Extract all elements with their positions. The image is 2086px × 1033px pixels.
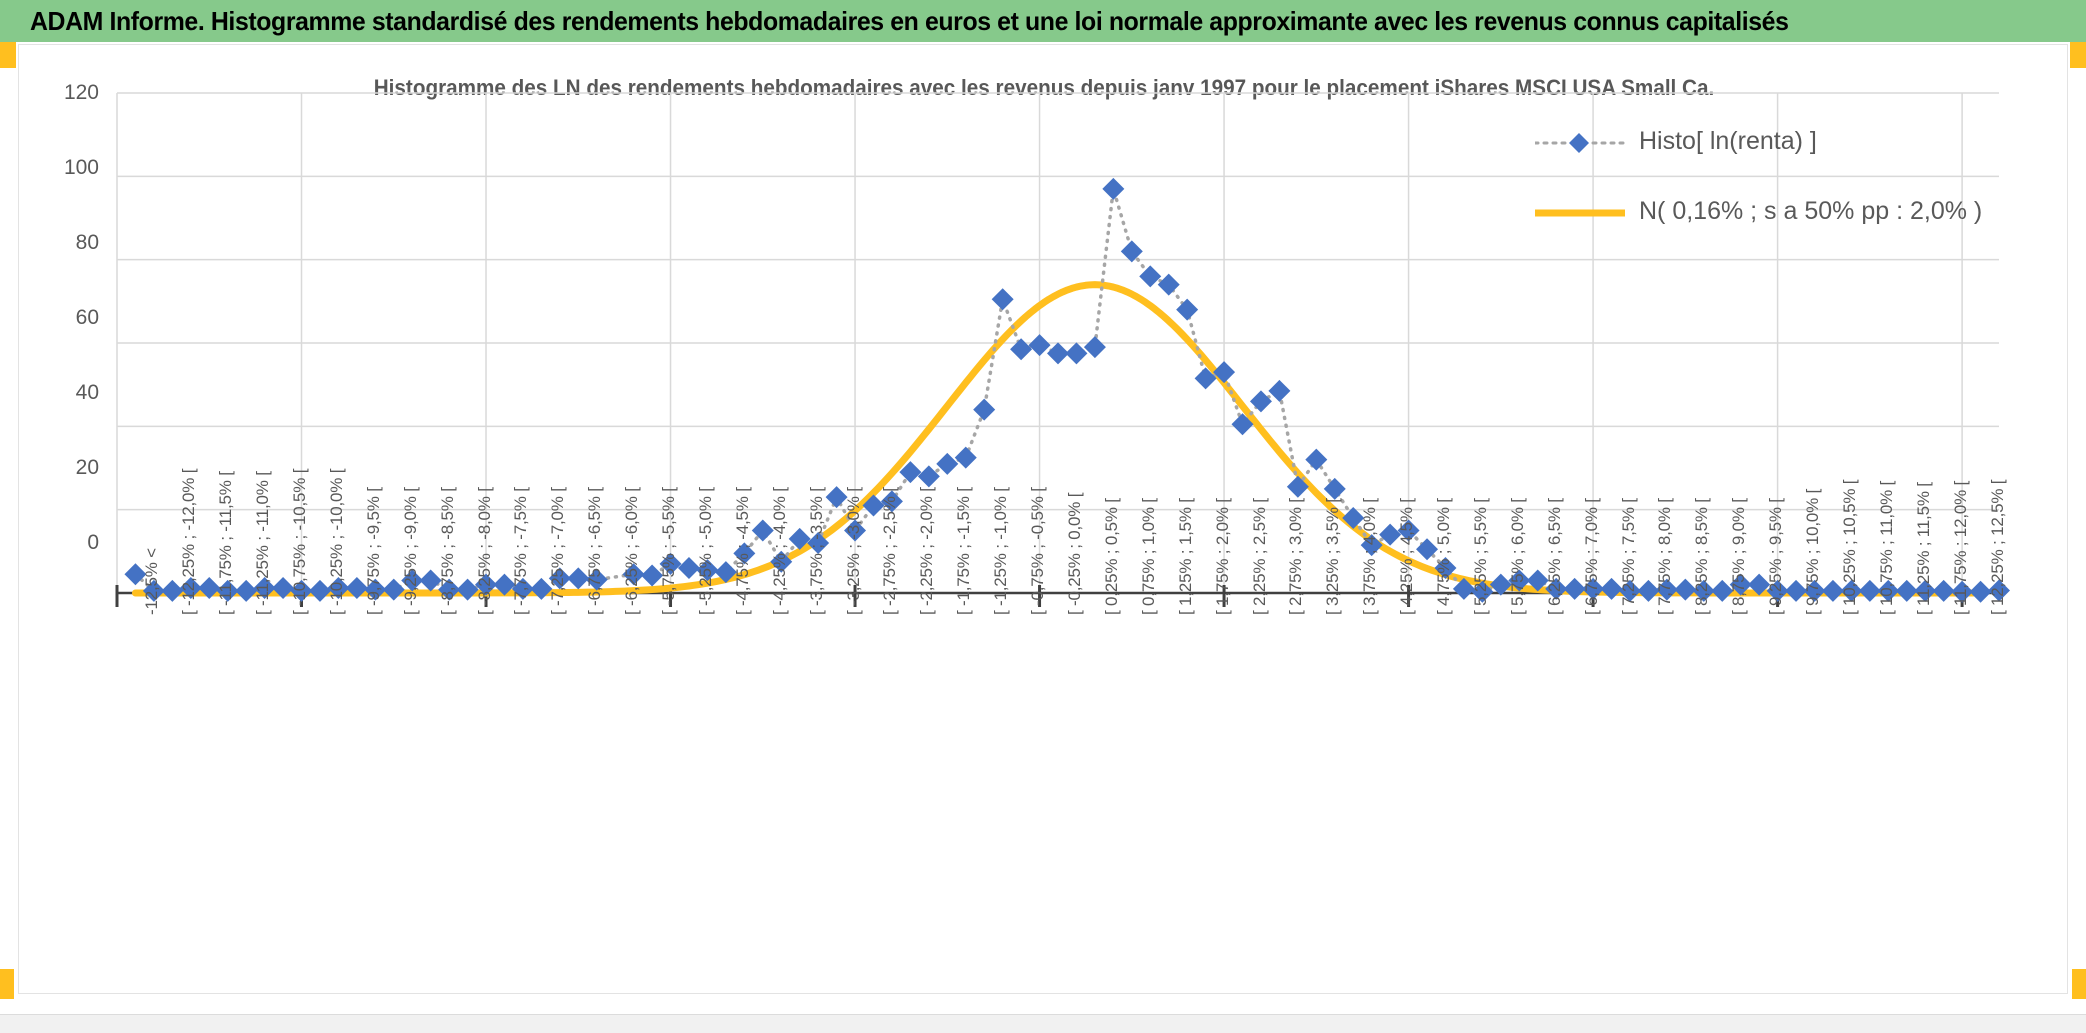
x-tick-label: [ 4,75% ; 5,0% [ [1434, 498, 1454, 615]
y-tick-100: 100 [63, 156, 99, 179]
x-tick-label: [ 10,75% ; 11,0% [ [1876, 480, 1896, 615]
x-tick-label: [ -7,75% ; -7,5% [ [511, 487, 531, 615]
x-tick-label: [ -10,75% ; -10,5% [ [290, 468, 310, 615]
x-tick-label: [ -0,75% ; -0,5% [ [1028, 487, 1048, 615]
x-tick-label: [ -6,25% ; -6,0% [ [622, 487, 642, 615]
bottom-scroll-strip[interactable] [0, 1014, 2086, 1033]
x-tick-label: [ -12,25% ; -12,0% [ [179, 468, 199, 615]
x-tick-label: [ 3,75% ; 4,0% [ [1360, 498, 1380, 615]
x-tick-label: [ 11,75% ; 12,0% [ [1950, 480, 1970, 615]
y-tick-20: 20 [75, 456, 99, 479]
x-tick-label: [ 3,25% ; 3,5% [ [1323, 498, 1343, 615]
orange-accent-left-bottom [0, 969, 14, 999]
x-tick-label: [ -3,75% ; -3,5% [ [806, 487, 826, 615]
x-tick-label: [ 6,25% ; 6,5% [ [1544, 498, 1564, 615]
x-tick-label: [ 6,75% ; 7,0% [ [1581, 498, 1601, 615]
x-tick-label: [ 4,25% ; 4,5% [ [1397, 498, 1417, 615]
page-banner: ADAM Informe. Histogramme standardisé de… [0, 0, 2086, 42]
x-tick-label: [ -5,75% ; -5,5% [ [659, 487, 679, 615]
x-tick-label: [ -8,25% ; -8,0% [ [474, 487, 494, 615]
x-tick-label: [ -7,25% ; -7,0% [ [548, 487, 568, 615]
x-tick-label: [ -4,75% ; -4,5% [ [732, 487, 752, 615]
x-tick-label: [ -9,75% ; -9,5% [ [363, 487, 383, 615]
y-tick-60: 60 [75, 306, 99, 329]
x-tick-label: [ 7,25% ; 7,5% [ [1618, 498, 1638, 615]
x-tick-label: [ -4,25% ; -4,0% [ [769, 487, 789, 615]
x-tick-label: [ 2,25% ; 2,5% [ [1249, 498, 1269, 615]
x-tick-label: [ -3,25% ; -3,0% [ [843, 487, 863, 615]
x-tick-label: [ -2,25% ; -2,0% [ [917, 487, 937, 615]
x-tick-label: [ 10,25% ; 10,5% [ [1839, 479, 1859, 615]
x-tick-label: [ 5,25% ; 5,5% [ [1470, 498, 1490, 615]
x-tick-label: [ 8,25% ; 8,5% [ [1692, 498, 1712, 615]
y-tick-80: 80 [75, 231, 99, 254]
chart-container[interactable]: Histogramme des LN des rendements hebdom… [18, 44, 2068, 994]
x-tick-label: -12,5% < [142, 548, 162, 615]
x-tick-label: [ -6,75% ; -6,5% [ [585, 487, 605, 615]
orange-accent-right-bottom [2072, 969, 2086, 999]
orange-accent-right-top [2070, 42, 2086, 68]
x-tick-label: [ -11,25% ; -11,0% [ [253, 471, 273, 615]
x-tick-label: [ 7,75% ; 8,0% [ [1655, 498, 1675, 615]
x-tick-label: [ 1,75% ; 2,0% [ [1212, 498, 1232, 615]
x-tick-label: [ -2,75% ; -2,5% [ [880, 487, 900, 615]
x-tick-label: [ 9,25% ; 9,5% [ [1766, 498, 1786, 615]
legend-label-normal[interactable]: N( 0,16% ; s a 50% pp : 2,0% ) [1639, 197, 1983, 225]
legend-marker-histo-icon [1535, 133, 1625, 153]
x-tick-label: [ -0,25% ; 0,0% [ [1065, 492, 1084, 615]
x-tick-label: [ 8,75% ; 9,0% [ [1729, 498, 1749, 615]
orange-accent-left-top [0, 42, 16, 68]
histo-markers [124, 177, 2010, 603]
x-tick-label: [ -5,25% ; -5,0% [ [695, 487, 715, 615]
x-tick-label: [ -9,25% ; -9,0% [ [400, 487, 420, 615]
chart-title: Histogramme des LN des rendements hebdom… [373, 75, 1715, 100]
x-tick-label: [ 9,75% ; 10,0% [ [1803, 488, 1823, 615]
legend-marker-normal-icon [1535, 209, 1625, 217]
y-tick-120: 120 [63, 81, 99, 104]
x-tick-label: [ 2,75% ; 3,0% [ [1286, 498, 1306, 615]
y-tick-0: 0 [87, 531, 99, 554]
x-tick-label: [ -10,25% ; -10,0% [ [326, 468, 346, 615]
banner-title: ADAM Informe. Histogramme standardisé de… [30, 5, 1789, 36]
x-tick-label: [ -1,25% ; -1,0% [ [991, 487, 1011, 615]
legend-label-histo[interactable]: Histo[ ln(renta) ] [1639, 127, 1817, 155]
plot-svg [115, 92, 2010, 607]
x-tick-label: [ 5,75% ; 6,0% [ [1507, 498, 1527, 615]
x-tick-label: [ 1,25% ; 1,5% [ [1175, 498, 1195, 615]
x-tick-label: [ -1,75% ; -1,5% [ [954, 487, 974, 615]
x-tick-label: [ -11,75% ; -11,5% [ [216, 471, 236, 615]
x-tick-label: [ 0,75% ; 1,0% [ [1138, 498, 1158, 615]
x-tick-label: [ 11,25% ; 11,5% [ [1913, 482, 1933, 615]
x-tick-label: [ 0,25% ; 0,5% [ [1101, 498, 1121, 615]
x-tick-label: [ 12,25% ; 12,5% [ [1987, 479, 2007, 615]
y-tick-40: 40 [75, 381, 99, 404]
x-tick-label: [ -8,75% ; -8,5% [ [437, 487, 457, 615]
